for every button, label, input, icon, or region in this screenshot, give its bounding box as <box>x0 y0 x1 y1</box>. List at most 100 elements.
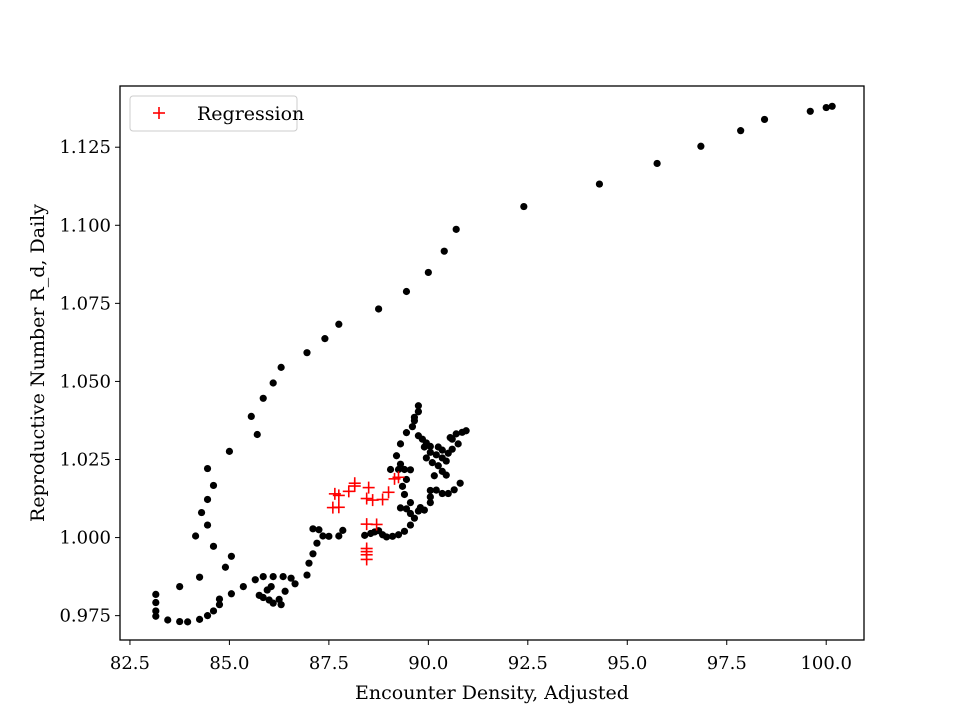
x-tick-label: 82.5 <box>110 653 150 674</box>
observed-point <box>209 607 218 615</box>
observed-point <box>152 607 160 615</box>
regression-point <box>342 485 355 498</box>
x-tick-label: 85.0 <box>209 653 249 674</box>
observed-point <box>452 225 460 233</box>
observed-point <box>396 440 405 448</box>
observed-point <box>520 202 528 211</box>
observed-point <box>164 616 172 624</box>
observed-point <box>406 521 415 529</box>
regression-point <box>332 489 345 502</box>
observed-point <box>444 489 452 498</box>
observed-point <box>396 504 405 512</box>
y-tick-label: 1.075 <box>59 293 111 314</box>
observed-point <box>152 612 160 620</box>
observed-point <box>195 615 204 623</box>
observed-point <box>760 115 769 124</box>
observed-point <box>319 532 327 540</box>
observed-point <box>402 287 411 296</box>
regression-point <box>360 492 373 505</box>
observed-point <box>402 505 411 513</box>
observed-point <box>203 495 212 504</box>
observed-point <box>303 571 311 579</box>
observed-point <box>438 489 446 498</box>
regression-point <box>376 493 389 506</box>
plot-area-frame <box>119 85 865 641</box>
observed-point <box>203 612 212 620</box>
observed-point <box>400 465 409 474</box>
y-tick-label: 0.975 <box>59 606 111 627</box>
observed-point <box>432 486 440 494</box>
observed-point <box>382 533 391 541</box>
observed-point <box>265 596 273 604</box>
observed-point <box>422 454 430 462</box>
observed-point <box>221 563 230 571</box>
regression-point <box>362 481 375 494</box>
observed-point <box>277 363 285 371</box>
observed-point <box>339 526 347 534</box>
observed-point <box>426 498 434 507</box>
regression-point <box>348 477 361 490</box>
observed-point <box>442 471 450 479</box>
observed-point <box>406 498 415 507</box>
observed-point <box>828 102 836 110</box>
observed-point <box>184 618 192 626</box>
observed-point <box>440 247 448 255</box>
observed-point <box>321 335 329 343</box>
observed-point <box>375 305 383 313</box>
observed-point <box>402 429 411 437</box>
y-tick-label: 1.125 <box>59 137 111 158</box>
observed-point <box>303 349 311 357</box>
data-marks <box>152 102 836 626</box>
observed-point <box>209 481 218 490</box>
observed-point <box>448 445 456 453</box>
y-tick-label: 1.025 <box>59 449 111 470</box>
observed-point <box>309 550 317 558</box>
observed-point <box>394 465 403 474</box>
observed-point <box>434 462 442 470</box>
observed-point <box>361 531 369 539</box>
observed-point <box>426 442 434 450</box>
observed-point <box>191 532 200 540</box>
observed-point <box>414 432 422 440</box>
observed-point <box>259 394 267 402</box>
observed-point <box>247 412 255 421</box>
observed-point <box>281 587 289 595</box>
observed-point <box>806 107 814 115</box>
observed-point <box>420 506 428 514</box>
observed-point <box>410 413 419 421</box>
observed-point <box>227 590 236 598</box>
observed-point <box>400 527 409 535</box>
y-tick-label: 1.050 <box>59 371 111 392</box>
observed-point <box>277 601 285 609</box>
observed-point <box>291 580 299 588</box>
observed-point <box>209 542 218 550</box>
observed-point <box>438 446 446 454</box>
observed-point <box>203 464 212 473</box>
observed-point <box>822 103 830 112</box>
observed-point <box>269 379 277 387</box>
regression-point <box>370 518 383 531</box>
observed-point <box>406 466 415 474</box>
x-tick-label: 100.0 <box>800 653 852 674</box>
y-axis-label: Reproductive Number R_d, Daily <box>27 204 49 522</box>
observed-point <box>215 595 224 603</box>
observed-point <box>737 127 745 135</box>
observed-point <box>398 482 407 490</box>
x-axis-label: Encounter Density, Adjusted <box>355 682 629 704</box>
legend-label-regression: Regression <box>197 103 304 125</box>
observed-point <box>315 526 323 534</box>
observed-point <box>428 459 436 467</box>
observed-point <box>394 531 403 539</box>
observed-point <box>335 532 343 540</box>
observed-point <box>450 486 458 494</box>
legend-marker-regression <box>153 107 165 119</box>
observed-point <box>414 402 422 410</box>
observed-point <box>152 590 160 599</box>
observed-point <box>402 475 411 484</box>
observed-point <box>215 601 224 609</box>
observed-point <box>426 448 434 456</box>
y-axis-ticks: 0.975 1.000 1.025 1.050 1.075 1.100 1.125 <box>59 137 120 627</box>
observed-point <box>432 451 440 459</box>
legend-plus-icon <box>153 107 165 119</box>
